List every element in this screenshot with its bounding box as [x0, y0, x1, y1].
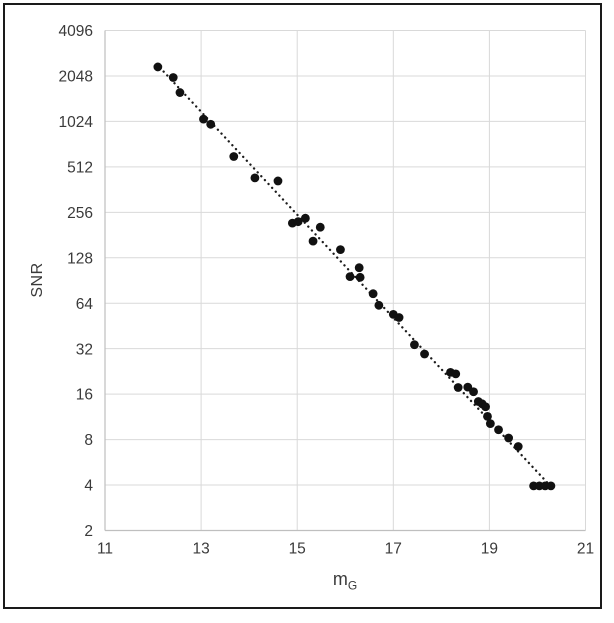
y-tick-label: 2	[84, 523, 93, 540]
data-point	[345, 272, 355, 282]
x-tick-label: 17	[385, 541, 402, 558]
data-point	[485, 419, 495, 429]
data-point	[483, 411, 492, 421]
y-tick-label: 64	[76, 296, 94, 313]
y-tick-label: 4096	[59, 23, 93, 40]
data-point	[481, 402, 490, 412]
data-point	[504, 433, 514, 443]
data-point	[374, 300, 384, 310]
data-point	[355, 272, 365, 282]
y-axis-tick-labels: 2 4 8 16 32 64 128 256 512 1024 2048 4096	[59, 23, 94, 540]
x-tick-label: 13	[192, 541, 209, 558]
gridlines	[104, 30, 586, 531]
data-point	[199, 114, 208, 124]
data-point	[394, 313, 404, 322]
data-point	[354, 263, 364, 273]
y-tick-label: 32	[76, 341, 93, 358]
data-point	[513, 442, 523, 451]
x-axis-title-sub: G	[347, 578, 358, 593]
x-axis-title-base: m	[332, 569, 348, 589]
y-tick-label: 256	[67, 205, 93, 222]
y-tick-label: 8	[84, 432, 93, 449]
data-point	[300, 213, 310, 223]
data-point	[153, 62, 163, 72]
data-point	[368, 289, 378, 299]
figure-frame: 2 4 8 16 32 64 128 256 512 1024 2048 4096 11 13 15 17 19…	[3, 3, 602, 609]
data-point	[451, 369, 461, 379]
x-axis-tick-labels: 11 13 15 17 19 21	[97, 541, 594, 558]
data-point	[168, 73, 178, 82]
x-tick-label: 11	[97, 541, 113, 558]
y-tick-label: 128	[67, 250, 93, 267]
y-tick-label: 512	[67, 159, 93, 176]
y-tick-label: 2048	[59, 69, 93, 86]
data-point	[315, 222, 325, 232]
y-axis-title: SNR	[29, 262, 46, 298]
data-point	[420, 349, 429, 359]
data-point	[494, 425, 503, 435]
data-point	[469, 387, 478, 397]
x-axis-title: mG	[105, 569, 585, 593]
data-point	[206, 119, 216, 129]
y-tick-label: 16	[76, 387, 93, 404]
data-point	[229, 152, 239, 161]
x-tick-label: 21	[577, 541, 594, 558]
data-point	[175, 88, 185, 97]
data-point	[293, 217, 303, 227]
data-point	[336, 245, 345, 254]
axis-lines	[104, 30, 586, 532]
data-point	[250, 173, 260, 183]
scatter-plot: 2 4 8 16 32 64 128 256 512 1024 2048 4096 11 13 15 17 19…	[59, 23, 595, 558]
trendline	[162, 70, 554, 489]
y-tick-label: 1024	[59, 114, 94, 131]
data-point	[273, 176, 283, 186]
data-point	[546, 481, 556, 491]
data-points	[153, 62, 556, 491]
x-tick-label: 19	[481, 541, 498, 558]
x-tick-label: 15	[289, 541, 306, 558]
data-point	[308, 236, 318, 246]
data-point	[453, 383, 463, 392]
data-point	[410, 340, 419, 350]
y-tick-label: 4	[84, 478, 93, 495]
